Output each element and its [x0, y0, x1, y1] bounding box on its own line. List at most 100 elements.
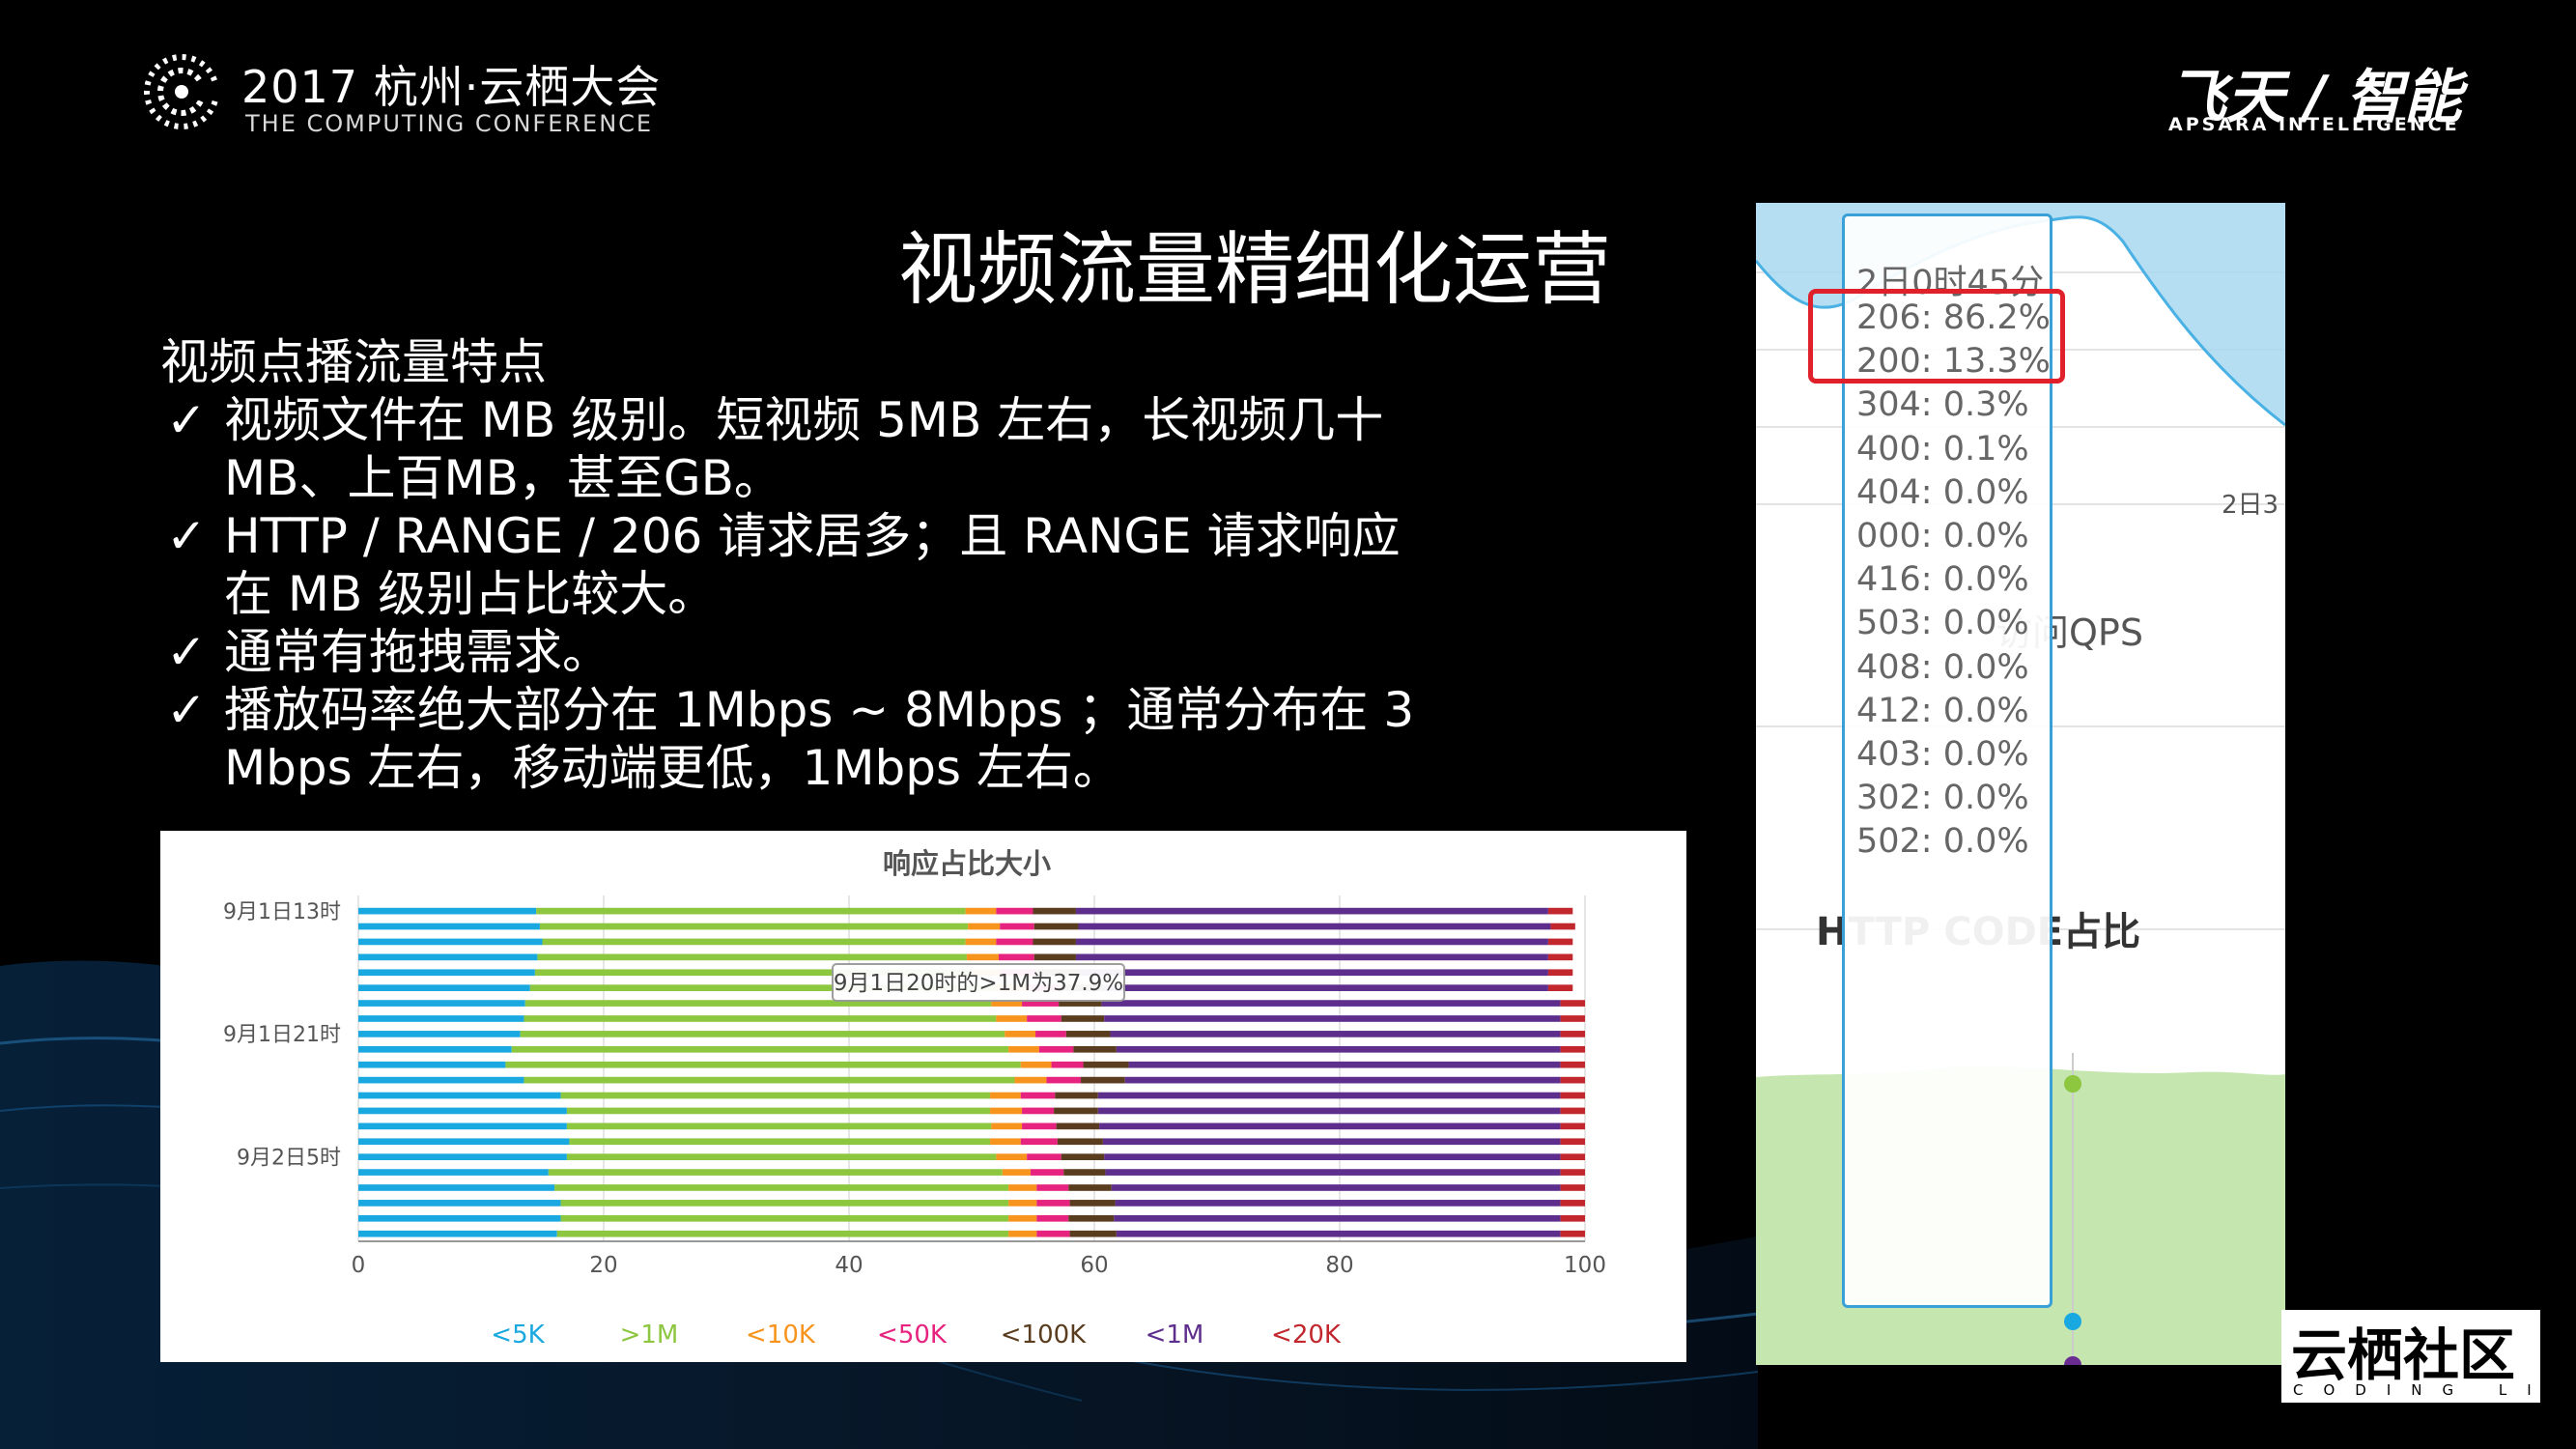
bar-segment: [1560, 1015, 1585, 1022]
x-tick-label: 40: [835, 1253, 863, 1278]
bullet-line: 在 MB 级别占比较大。: [224, 566, 717, 622]
bar-segment: [1547, 907, 1573, 915]
bar-segment: [968, 923, 1001, 930]
bar-segment: [1097, 1092, 1561, 1099]
community-tagline: CODING LIFE: [2293, 1381, 2576, 1399]
legend-item[interactable]: <5K: [491, 1321, 545, 1350]
bullet-line: Mbps 左右，移动端更低，1Mbps 左右。: [224, 740, 1121, 796]
bar-segment: [1102, 1138, 1561, 1146]
bar-segment: [1008, 1230, 1037, 1237]
bar-segment: [1124, 1076, 1561, 1084]
bar-segment: [358, 984, 530, 991]
bar-segment: [990, 1138, 1021, 1146]
bar-segment: [965, 938, 997, 946]
bar-segment: [358, 1076, 524, 1084]
bar-segment: [358, 1061, 506, 1068]
bar-segment: [1035, 1031, 1066, 1037]
bar-segment: [1073, 1045, 1117, 1053]
bar-segment: [1105, 1169, 1561, 1176]
bar-segment: [542, 938, 966, 946]
legend-item[interactable]: >1M: [620, 1321, 679, 1350]
feature-heading: 视频点播流量特点: [160, 334, 547, 390]
bar-segment: [1008, 1214, 1037, 1222]
bar-segment: [1036, 1184, 1069, 1191]
community-name: 云栖社区: [2291, 1322, 2516, 1388]
bar-segment: [1063, 1169, 1106, 1176]
bar-segment: [1005, 1031, 1036, 1037]
bar-segment: [358, 953, 538, 961]
x-tick-label: 80: [1325, 1253, 1353, 1278]
check-icon: ✓: [166, 392, 207, 448]
tooltip-entry: 503: 0.0%: [1856, 604, 2029, 643]
bar-segment: [1104, 1015, 1561, 1022]
tooltip-entry: 412: 0.0%: [1856, 691, 2029, 730]
bar-segment: [966, 953, 999, 961]
bar-segment: [1099, 1122, 1561, 1130]
bar-segment: [1560, 1153, 1585, 1160]
bar-segment: [1033, 923, 1079, 930]
bar-segment: [1036, 1200, 1070, 1207]
bar-segment: [1038, 1045, 1074, 1053]
conference-logo-icon: [144, 54, 223, 129]
slide-title: 视频流量精细化运营: [898, 224, 1612, 316]
bar-segment: [524, 1015, 997, 1022]
bar-segment: [358, 923, 540, 930]
bar-segment: [1097, 1107, 1561, 1115]
bar-segment: [358, 938, 543, 946]
bar-segment: [1002, 1169, 1031, 1176]
bar-segment: [511, 1045, 1009, 1053]
bar-segment: [965, 907, 997, 915]
bullet-line: HTTP / RANGE / 206 请求居多；且 RANGE 请求响应: [224, 508, 1401, 564]
bar-segment: [1056, 1122, 1100, 1130]
bar-segment: [1560, 1061, 1585, 1068]
hover-point-green: [2064, 1075, 2081, 1093]
qps-x-tick-label: 2日3: [2222, 491, 2279, 520]
bar-segment: [529, 984, 996, 991]
bar-segment: [358, 1122, 567, 1130]
legend-item[interactable]: <20K: [1271, 1321, 1342, 1350]
bar-segment: [358, 1000, 525, 1007]
tooltip-entry: 000: 0.0%: [1856, 517, 2029, 555]
bar-segment: [1110, 1031, 1561, 1037]
bar-segment: [1560, 1184, 1585, 1191]
bar-segment: [534, 969, 971, 977]
legend-item[interactable]: <1M: [1146, 1321, 1204, 1350]
bar-segment: [536, 907, 966, 915]
hover-point-blue: [2064, 1313, 2081, 1330]
bar-segment: [1061, 1153, 1105, 1160]
bar-segment: [1560, 1200, 1585, 1207]
legend-item[interactable]: <10K: [746, 1321, 816, 1350]
tooltip-entry: 403: 0.0%: [1856, 735, 2029, 774]
tooltip-entry: 416: 0.0%: [1856, 560, 2029, 600]
tooltip-title: 2日0时45分: [1856, 264, 2045, 302]
bar-segment: [358, 1184, 555, 1191]
bar-segment: [554, 1184, 1009, 1191]
bar-segment: [1560, 1138, 1585, 1146]
bar-segment: [358, 1138, 570, 1146]
bar-segment: [1560, 1122, 1585, 1130]
bar-segment: [1101, 1000, 1561, 1007]
bar-segment: [524, 1000, 992, 1007]
bar-segment: [537, 953, 967, 961]
bar-segment: [1075, 953, 1548, 961]
bar-segment: [566, 1122, 992, 1130]
bar-segment: [358, 1107, 567, 1115]
y-tick-label: 9月1日21时: [223, 1023, 341, 1047]
response-size-chart: 0 20 40 60 80 100 9月1日13时 9月1日21时 9月2日5时 响应占比大小 …: [160, 831, 1686, 1362]
bar-segment: [1033, 953, 1076, 961]
bar-segment: [1075, 907, 1548, 915]
bar-segment: [566, 1153, 997, 1160]
bar-segment: [1022, 1107, 1055, 1115]
bar-segment: [1116, 1230, 1561, 1237]
bar-segment: [991, 1122, 1023, 1130]
bar-segment: [990, 1092, 1021, 1099]
bar-segment: [520, 1031, 1005, 1037]
bar-segment: [1036, 1214, 1069, 1222]
legend-item[interactable]: <100K: [1001, 1321, 1087, 1350]
legend-item[interactable]: <50K: [877, 1321, 948, 1350]
y-tick-label: 9月1日13时: [223, 900, 341, 924]
conference-title: 2017 杭州·云栖大会: [241, 61, 662, 113]
bar-segment: [1075, 938, 1548, 946]
tooltip-entry: 502: 0.0%: [1856, 822, 2029, 862]
